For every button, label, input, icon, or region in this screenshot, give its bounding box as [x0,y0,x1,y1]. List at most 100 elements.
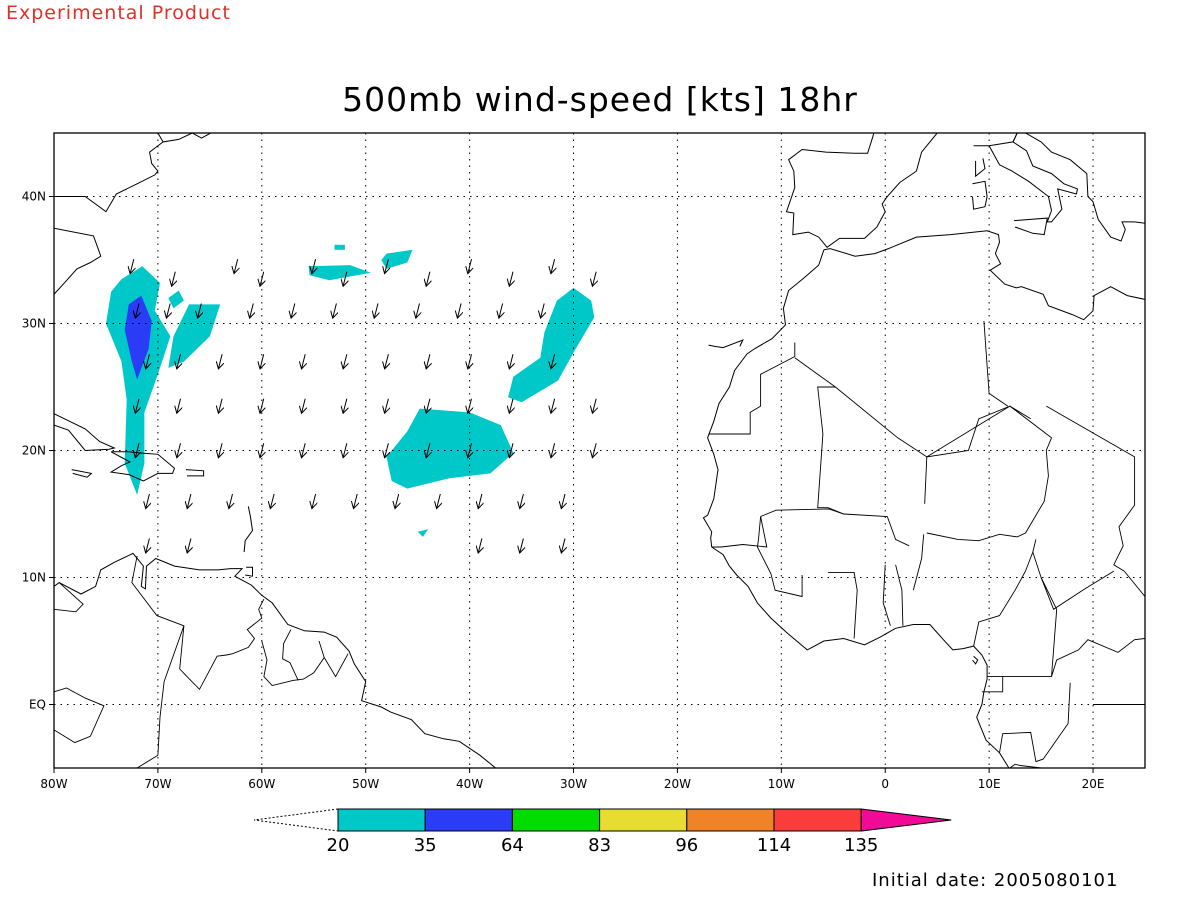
coastline [972,655,979,665]
lon-tick-label: 80W [40,777,67,791]
country-border [1032,551,1115,610]
wind-vector [426,398,430,414]
wind-vector [541,303,545,319]
coastline [71,469,93,478]
wind-vector [218,354,222,369]
wind-vector [166,303,170,319]
wind-vector [177,443,181,458]
wind-vector [426,443,430,458]
wind-field-cyan [308,265,371,281]
lon-tick-label: 70W [144,777,171,791]
wind-speed-fields [106,244,595,537]
country-border [924,405,1053,542]
coastline [1025,133,1145,242]
wind-vector [509,443,513,458]
colorbar-label: 96 [675,835,698,856]
wind-vector [561,538,565,554]
wind-vector [343,443,347,458]
colorbar-box [773,808,862,832]
wind-vector [551,354,555,369]
wind-vector [135,303,139,319]
lon-tick-label: 20W [664,777,691,791]
wind-vector [509,354,513,369]
wind-vector [551,398,555,414]
coastline [243,506,254,553]
coastline [54,227,102,295]
wind-vector [385,398,389,414]
map-plot-area [54,133,1145,768]
coastline [54,361,55,387]
wind-vector [499,303,503,319]
wind-vector [457,303,461,319]
wind-vector [468,398,472,414]
wind-vector [343,398,347,414]
wind-vector [509,271,513,287]
wind-vector [468,354,472,369]
wind-vector [172,271,176,287]
wind-vector [146,538,150,554]
wind-vector [260,354,264,369]
wind-vector [478,538,482,554]
lon-tick-label: 40W [456,777,483,791]
country-border [711,516,768,548]
coastline [54,141,164,213]
country-border [828,571,858,639]
wind-vector [146,493,150,509]
country-border [54,582,84,613]
wind-field-cyan [417,529,429,537]
country-borders [54,320,1145,768]
lon-tick-label: 30W [560,777,587,791]
country-border [708,342,796,435]
wind-vector [426,271,430,287]
colorbar-box [511,808,601,832]
colorbar-label: 135 [844,835,878,856]
coastline [975,158,986,178]
wind-vector [187,538,191,554]
country-border [756,516,803,598]
latitude-axis: 40N 30N 20N 10N EQ [22,190,54,712]
wind-vector [592,398,596,414]
wind-vector [343,271,347,287]
country-border [282,629,299,681]
coastline [973,133,1018,147]
colorbar-box [424,808,513,832]
colorbar-label: 114 [757,835,791,856]
coastline [785,133,938,248]
wind-field-blue [124,295,152,380]
wind-vector [551,443,555,458]
coastlines [54,133,1145,768]
coastline [185,469,205,477]
wind-vector [218,398,222,414]
coastline [1014,217,1048,236]
wind-vector [385,443,389,458]
country-border [1040,577,1145,677]
coastline [708,339,744,349]
wind-vector [302,443,306,458]
wind-vector [177,354,181,369]
colorbar-min-triangle [253,808,339,832]
colorbar-max-triangle [860,808,952,832]
colorbar-label: 64 [501,835,524,856]
wind-vector [250,303,254,319]
wind-field-cyan [508,287,595,403]
wind-vector [312,258,316,274]
wind-field-cyan [168,290,184,309]
wind-vector [291,303,295,319]
initial-date-label: Initial date: 2005080101 [872,870,1119,891]
colorbar-box [337,808,426,832]
wind-vector [260,271,264,287]
coastline [54,552,512,768]
lat-tick-label: EQ [29,698,46,712]
lon-tick-label: 50W [352,777,379,791]
wind-vector [270,493,274,509]
wind-vectors [130,258,596,554]
wind-vector [198,303,202,319]
wind-field-cyan [386,408,514,489]
wind-field-cyan [106,266,171,495]
wind-vector [592,271,596,287]
country-border [999,682,1071,763]
lon-tick-label: 10W [768,777,795,791]
wind-field-cyan [334,244,345,250]
wind-vector [520,538,524,554]
